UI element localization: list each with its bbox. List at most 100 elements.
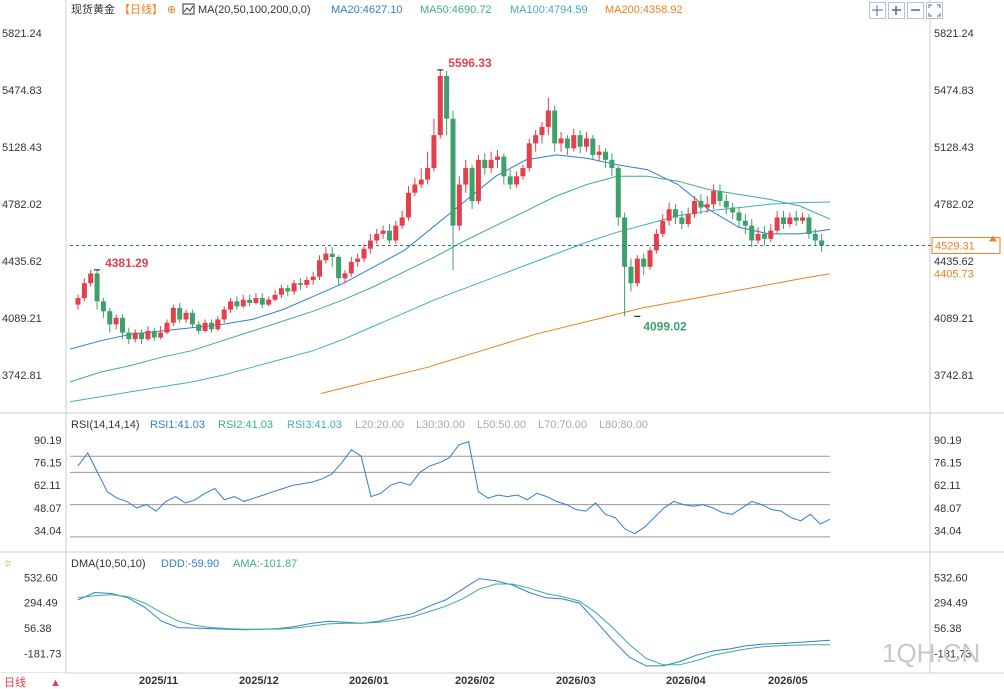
candle-body[interactable] bbox=[806, 217, 812, 234]
candle-body[interactable] bbox=[189, 312, 195, 325]
candle-body[interactable] bbox=[774, 217, 780, 231]
candle-body[interactable] bbox=[240, 299, 246, 307]
rsi-panel[interactable] bbox=[70, 441, 831, 538]
candle-body[interactable] bbox=[285, 288, 291, 292]
candle-body[interactable] bbox=[259, 298, 265, 305]
candle-body[interactable] bbox=[545, 110, 551, 127]
candle-body[interactable] bbox=[660, 220, 666, 234]
candle-body[interactable] bbox=[736, 212, 742, 221]
candle-body[interactable] bbox=[596, 151, 602, 155]
candle-body[interactable] bbox=[158, 332, 164, 338]
candle-body[interactable] bbox=[469, 168, 475, 201]
candle-body[interactable] bbox=[609, 159, 615, 169]
candlestick-panel[interactable]: 5596.33 4381.29 4099.02 bbox=[69, 56, 996, 403]
candle-body[interactable] bbox=[704, 204, 710, 208]
candle-body[interactable] bbox=[539, 126, 545, 136]
candle-body[interactable] bbox=[367, 240, 373, 249]
candle-body[interactable] bbox=[291, 283, 297, 292]
candle-body[interactable] bbox=[711, 191, 717, 205]
candle-body[interactable] bbox=[145, 330, 151, 340]
candle-body[interactable] bbox=[100, 301, 106, 312]
alert-marker-icon[interactable] bbox=[989, 235, 997, 242]
candle-body[interactable] bbox=[482, 159, 488, 169]
candle-body[interactable] bbox=[126, 332, 132, 340]
indicator-icon[interactable] bbox=[182, 3, 195, 15]
candle-body[interactable] bbox=[399, 217, 405, 226]
candle-body[interactable] bbox=[533, 135, 539, 144]
candle-body[interactable] bbox=[119, 317, 125, 333]
candle-body[interactable] bbox=[215, 319, 221, 330]
period-caret-icon[interactable]: ▲ bbox=[50, 677, 61, 689]
period-button[interactable]: 日线 bbox=[4, 675, 26, 689]
candle-body[interactable] bbox=[692, 200, 698, 215]
candle-body[interactable] bbox=[247, 299, 253, 303]
candle-body[interactable] bbox=[494, 156, 500, 160]
candle-body[interactable] bbox=[444, 75, 450, 119]
candle-body[interactable] bbox=[94, 273, 100, 302]
candle-body[interactable] bbox=[253, 298, 259, 303]
candle-body[interactable] bbox=[234, 301, 240, 307]
fullscreen-icon[interactable] bbox=[926, 2, 943, 19]
dma-line-AMA[interactable] bbox=[77, 583, 831, 666]
candle-body[interactable] bbox=[552, 110, 558, 144]
candle-body[interactable] bbox=[374, 233, 380, 241]
candle-body[interactable] bbox=[412, 184, 418, 193]
candle-body[interactable] bbox=[603, 151, 609, 160]
candle-body[interactable] bbox=[304, 279, 310, 285]
candle-body[interactable] bbox=[418, 179, 424, 185]
candle-body[interactable] bbox=[342, 273, 348, 279]
candle-body[interactable] bbox=[361, 248, 367, 259]
candle-body[interactable] bbox=[348, 261, 354, 274]
candle-body[interactable] bbox=[177, 307, 183, 320]
candle-body[interactable] bbox=[310, 276, 316, 280]
candle-body[interactable] bbox=[450, 118, 456, 226]
candle-body[interactable] bbox=[590, 138, 596, 155]
candle-body[interactable] bbox=[577, 135, 583, 147]
rsi-line[interactable] bbox=[77, 441, 831, 535]
candle-body[interactable] bbox=[647, 250, 653, 267]
candle-body[interactable] bbox=[628, 266, 634, 284]
candle-body[interactable] bbox=[679, 217, 685, 225]
candle-body[interactable] bbox=[196, 324, 202, 331]
candle-body[interactable] bbox=[151, 330, 157, 338]
candle-body[interactable] bbox=[208, 322, 214, 330]
candle-body[interactable] bbox=[514, 176, 520, 185]
candle-body[interactable] bbox=[749, 225, 755, 241]
dma-line-DDD[interactable] bbox=[77, 578, 831, 667]
candle-body[interactable] bbox=[183, 312, 189, 320]
candle-body[interactable] bbox=[755, 233, 761, 241]
settings-icon[interactable]: ⊕ bbox=[167, 4, 176, 16]
candle-body[interactable] bbox=[278, 288, 284, 295]
candle-body[interactable] bbox=[266, 299, 272, 305]
candle-body[interactable] bbox=[781, 217, 787, 225]
candle-body[interactable] bbox=[336, 256, 342, 279]
candle-body[interactable] bbox=[526, 143, 532, 169]
candle-body[interactable] bbox=[717, 191, 723, 201]
candle-body[interactable] bbox=[742, 220, 748, 226]
candle-body[interactable] bbox=[583, 138, 589, 147]
candle-body[interactable] bbox=[164, 322, 170, 333]
candle-body[interactable] bbox=[787, 217, 793, 225]
candle-body[interactable] bbox=[558, 138, 564, 144]
candle-body[interactable] bbox=[672, 209, 678, 218]
candle-body[interactable] bbox=[323, 253, 329, 261]
candle-body[interactable] bbox=[228, 301, 234, 310]
candle-body[interactable] bbox=[431, 135, 437, 169]
sun-icon[interactable]: ☼ bbox=[3, 557, 13, 569]
candle-body[interactable] bbox=[107, 311, 113, 325]
candle-body[interactable] bbox=[317, 260, 323, 277]
candle-body[interactable] bbox=[75, 298, 81, 305]
candle-body[interactable] bbox=[437, 75, 443, 136]
candle-body[interactable] bbox=[406, 192, 412, 218]
candle-body[interactable] bbox=[615, 168, 621, 218]
zoom-in-icon[interactable] bbox=[888, 2, 905, 19]
candle-body[interactable] bbox=[380, 230, 386, 234]
candle-body[interactable] bbox=[730, 207, 736, 213]
candle-body[interactable] bbox=[221, 309, 227, 320]
candle-body[interactable] bbox=[475, 159, 481, 201]
candle-body[interactable] bbox=[170, 307, 176, 323]
candle-body[interactable] bbox=[520, 168, 526, 177]
candle-body[interactable] bbox=[622, 217, 628, 267]
zoom-out-icon[interactable] bbox=[907, 2, 924, 19]
candle-body[interactable] bbox=[768, 230, 774, 239]
